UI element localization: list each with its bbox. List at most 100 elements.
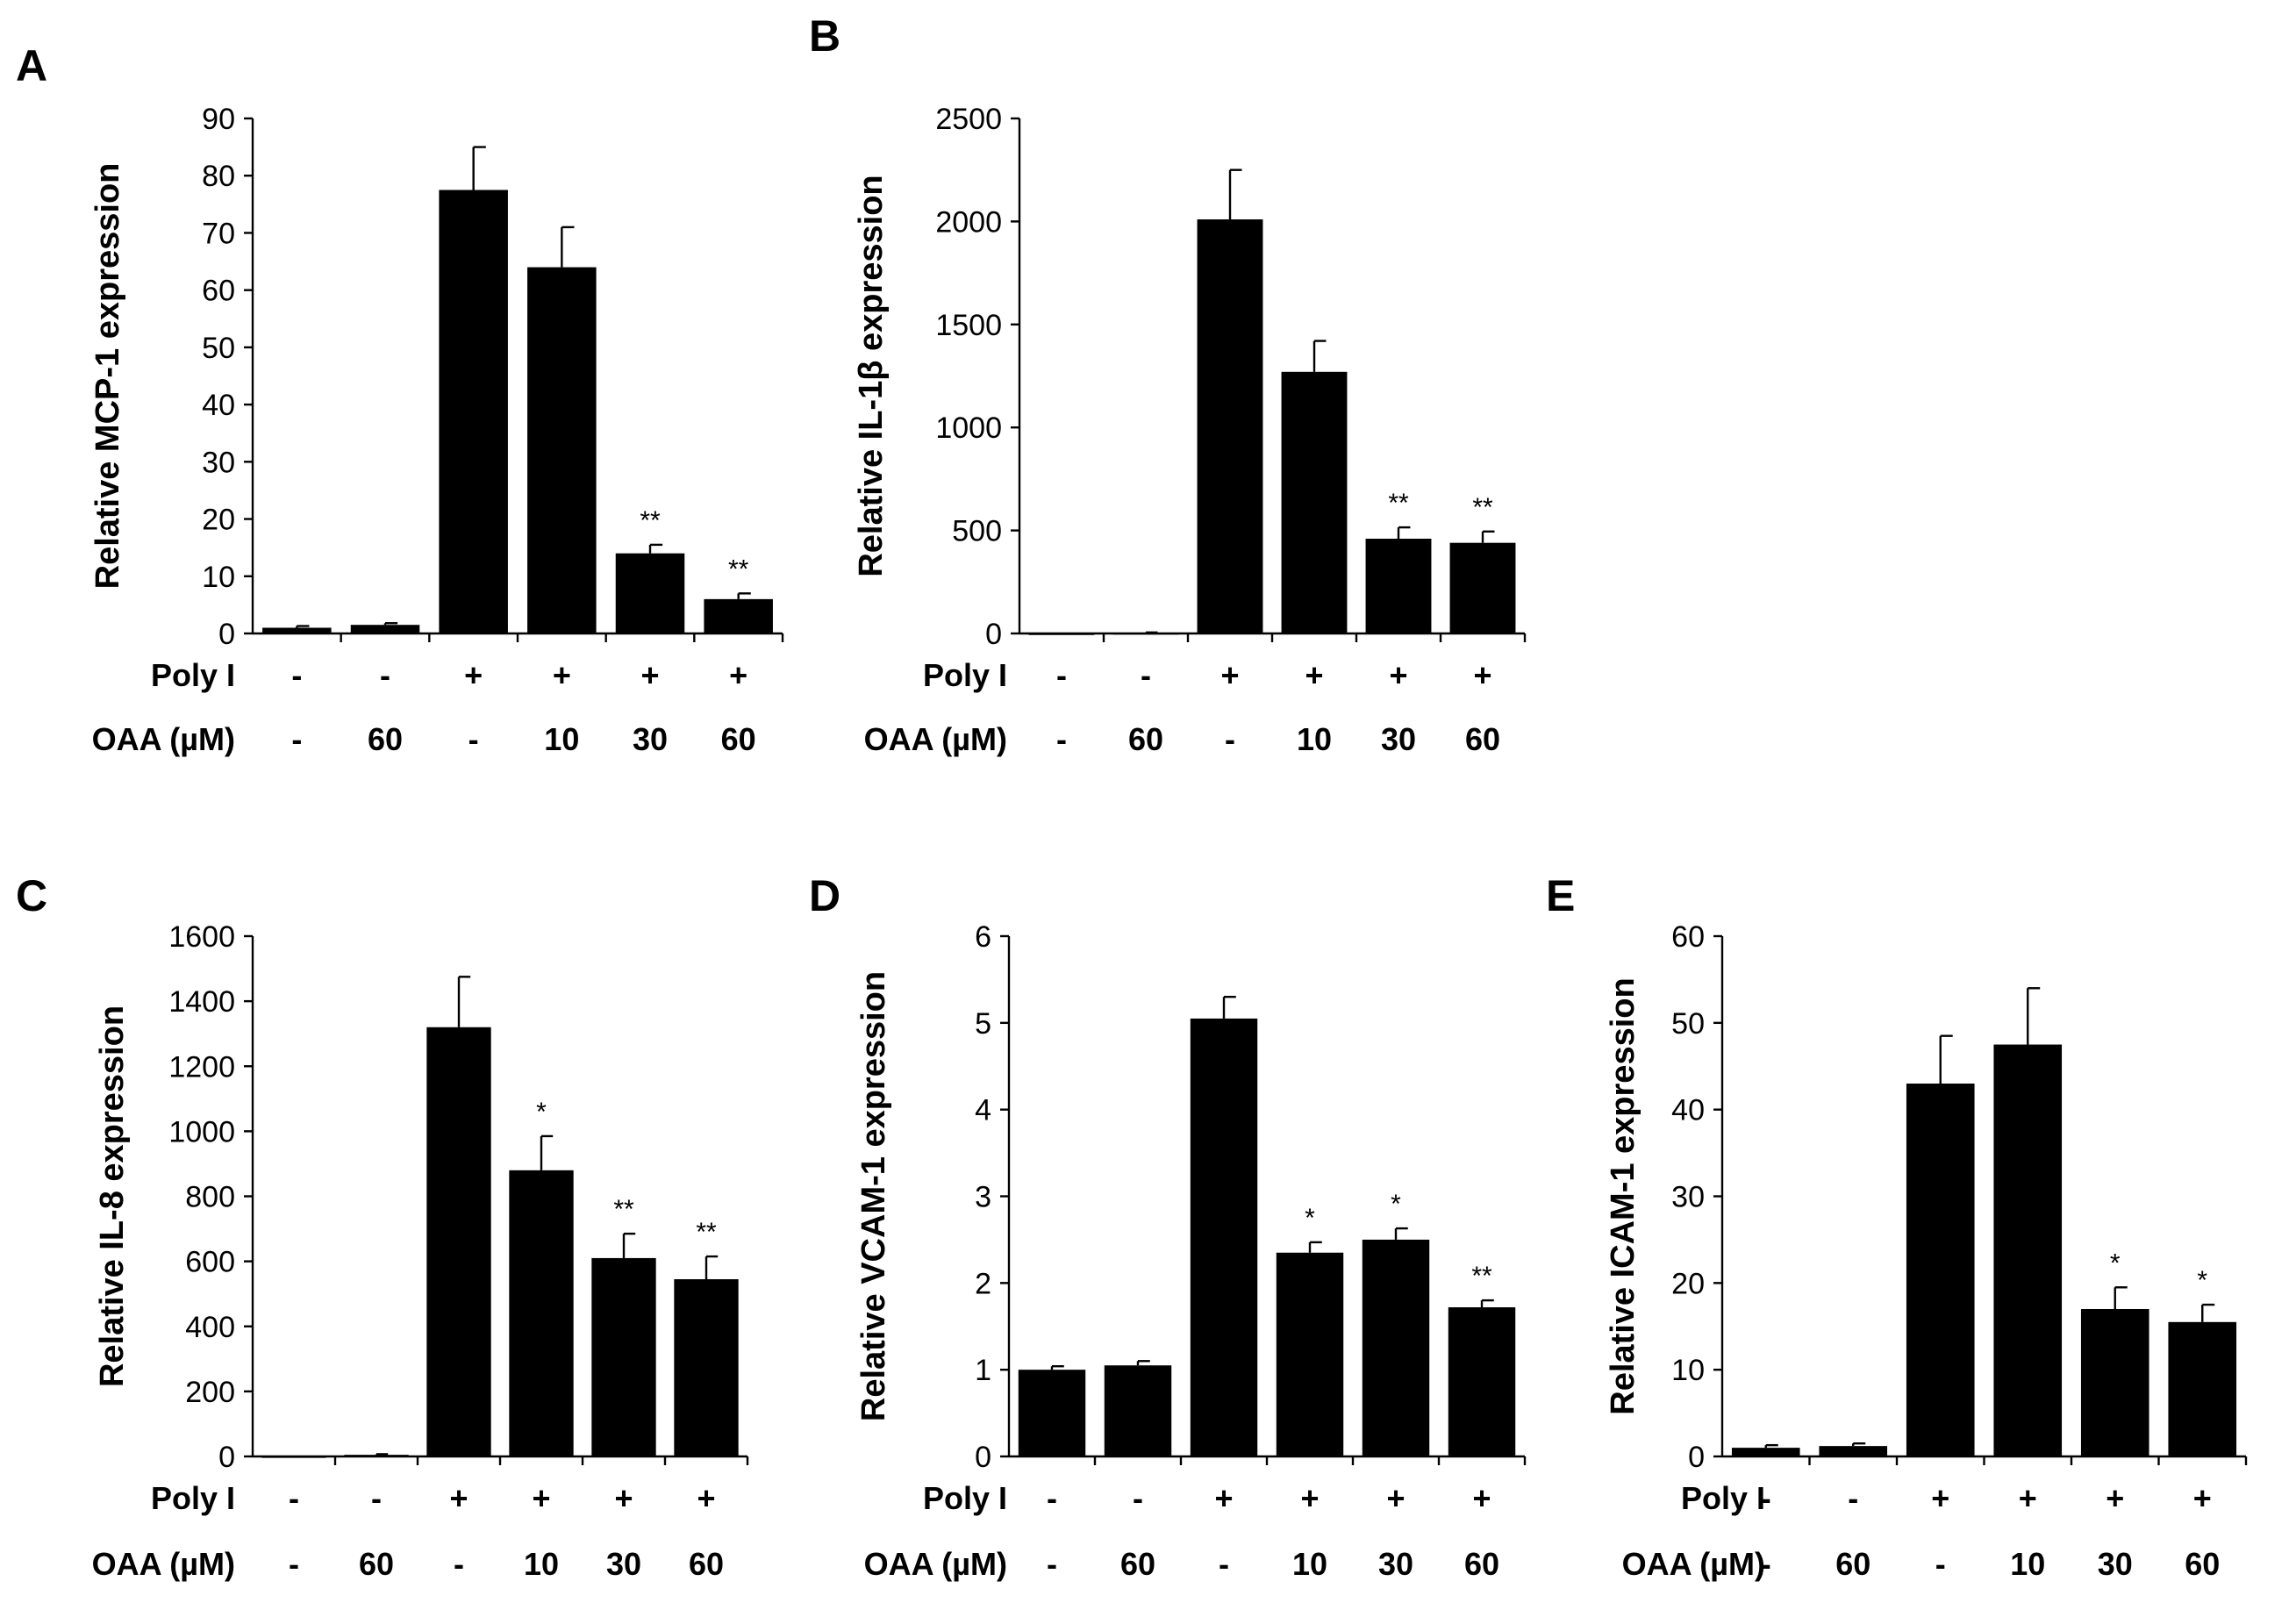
bar (2080, 1308, 2149, 1456)
bar (344, 1455, 409, 1457)
y-tick-label: 40 (1671, 1094, 1705, 1127)
y-axis-label: Relative IL-1β expression (853, 175, 890, 576)
y-tick-label: 0 (985, 618, 1002, 651)
significance-mark: * (2110, 1249, 2121, 1277)
oaa-condition: 60 (359, 1546, 394, 1582)
panel-e: E 0 10 20 30 40 50 60 Relative ICAM-1 expression… (1546, 871, 2248, 1582)
y-tick-label: 600 (185, 1246, 235, 1279)
significance-mark: ** (640, 506, 661, 535)
poly-condition: + (1300, 1480, 1319, 1516)
oaa-row-label: OAA (µM) (864, 721, 1007, 757)
y-tick-label: 200 (185, 1376, 235, 1409)
significance-mark: ** (696, 1218, 717, 1247)
poly-condition: - (1056, 657, 1067, 693)
bar (439, 190, 508, 633)
bar (1449, 542, 1516, 633)
poly-condition: + (1473, 657, 1491, 693)
bar (350, 625, 420, 633)
significance-mark: ** (613, 1195, 634, 1224)
y-tick-label: 1600 (168, 920, 235, 954)
y-tick-label: 70 (202, 217, 235, 250)
oaa-condition: 30 (633, 721, 668, 757)
bar (262, 627, 332, 633)
panel-c: C 0 200 400 600 800 1000 1200 1400 1600 Relative I… (16, 871, 749, 1582)
y-tick-label: 1 (975, 1354, 991, 1387)
bar (527, 267, 597, 633)
oaa-condition: 60 (689, 1546, 724, 1582)
poly-condition: + (729, 657, 747, 693)
bar (1018, 1370, 1086, 1456)
oaa-row-label: OAA (µM) (1622, 1546, 1765, 1582)
panel-a: A 0 10 20 30 40 50 60 70 80 90 Relative MCP-1 expre… (16, 41, 784, 757)
panel-letter: C (16, 871, 47, 920)
y-tick-label: 60 (202, 275, 235, 308)
significance-mark: * (2197, 1266, 2207, 1295)
y-tick-label: 1000 (168, 1115, 235, 1148)
y-tick-label: 0 (218, 618, 235, 651)
poly-condition: + (640, 657, 659, 693)
poly-condition: - (291, 657, 302, 693)
oaa-condition: - (289, 1546, 299, 1582)
y-tick-label: 3 (975, 1181, 991, 1214)
poly-condition: + (1214, 1480, 1233, 1516)
oaa-condition: - (1761, 1546, 1771, 1582)
y-tick-label: 30 (202, 446, 235, 479)
y-tick-label: 2500 (935, 103, 1002, 136)
oaa-condition: 60 (1465, 721, 1500, 757)
oaa-condition: 30 (1378, 1546, 1413, 1582)
poly-condition: + (532, 1480, 550, 1516)
poly-condition: + (1472, 1480, 1491, 1516)
y-tick-label: 1000 (935, 411, 1002, 445)
y-tick-label: 50 (1671, 1007, 1705, 1041)
poly-condition: + (1389, 657, 1407, 693)
panel-b: B 0 500 1000 1500 2000 2500 Relative IL-1β expr… (809, 11, 1527, 757)
poly-condition: + (464, 657, 483, 693)
poly-condition: - (1761, 1480, 1771, 1516)
oaa-condition: 60 (1120, 1546, 1155, 1582)
bar (1365, 538, 1432, 633)
bar (674, 1279, 739, 1456)
oaa-condition: 30 (1381, 721, 1416, 757)
bar (1112, 633, 1179, 635)
bar (426, 1027, 491, 1456)
y-tick-label: 2 (975, 1267, 991, 1300)
panel-letter: A (16, 41, 47, 90)
poly-condition: + (1220, 657, 1239, 693)
bar (1448, 1307, 1516, 1456)
oaa-condition: 30 (606, 1546, 641, 1582)
poly-row-label: Poly I (151, 657, 235, 693)
bar (704, 598, 773, 633)
oaa-row-label: OAA (µM) (864, 1546, 1007, 1582)
oaa-condition: 30 (2098, 1546, 2133, 1582)
significance-mark: ** (1471, 1262, 1492, 1291)
poly-condition: - (1047, 1480, 1057, 1516)
bar (261, 1456, 326, 1458)
y-tick-label: 10 (202, 561, 235, 594)
poly-condition: - (371, 1480, 382, 1516)
oaa-condition: 60 (1835, 1546, 1870, 1582)
poly-condition: - (289, 1480, 299, 1516)
poly-row-label: Poly I (1681, 1480, 1765, 1516)
poly-condition: + (614, 1480, 633, 1516)
y-tick-label: 30 (1671, 1181, 1705, 1214)
y-tick-label: 2000 (935, 205, 1002, 239)
poly-condition: - (380, 657, 390, 693)
y-tick-label: 0 (975, 1441, 991, 1474)
oaa-condition: 60 (368, 721, 403, 757)
y-tick-label: 400 (185, 1311, 235, 1344)
oaa-condition: 10 (1297, 721, 1332, 757)
oaa-condition: 60 (1464, 1546, 1499, 1582)
y-tick-label: 5 (975, 1007, 991, 1041)
poly-condition: + (1305, 657, 1323, 693)
poly-condition: + (553, 657, 571, 693)
bar (1190, 1018, 1258, 1456)
y-tick-label: 0 (1688, 1441, 1705, 1474)
oaa-condition: 10 (544, 721, 579, 757)
y-tick-label: 6 (975, 920, 991, 954)
bar (615, 553, 685, 633)
significance-mark: * (1305, 1204, 1315, 1233)
oaa-condition: 10 (1292, 1546, 1327, 1582)
oaa-condition: - (291, 721, 302, 757)
bar (1104, 1365, 1172, 1456)
